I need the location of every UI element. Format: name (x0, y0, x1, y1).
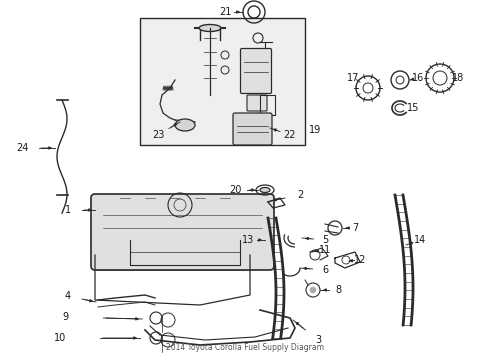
Text: 9: 9 (62, 312, 68, 322)
Text: 13: 13 (242, 235, 254, 245)
Text: 1: 1 (65, 205, 71, 215)
FancyBboxPatch shape (246, 95, 266, 111)
Text: 2014 Toyota Corolla Fuel Supply Diagram: 2014 Toyota Corolla Fuel Supply Diagram (165, 343, 323, 352)
Text: 20: 20 (228, 185, 241, 195)
Text: 3: 3 (314, 335, 321, 345)
Text: 18: 18 (451, 73, 463, 83)
Text: 10: 10 (54, 333, 66, 343)
Bar (140, 18, 305, 145)
FancyBboxPatch shape (91, 194, 273, 270)
Text: 16: 16 (411, 73, 423, 83)
Text: 17: 17 (346, 73, 359, 83)
Text: 22: 22 (283, 130, 296, 140)
Text: 15: 15 (406, 103, 418, 113)
Ellipse shape (260, 188, 269, 193)
Text: 7: 7 (351, 223, 357, 233)
Ellipse shape (199, 24, 221, 31)
Text: 5: 5 (321, 235, 327, 245)
Text: 24: 24 (16, 143, 28, 153)
Text: 8: 8 (334, 285, 340, 295)
Text: 14: 14 (413, 235, 425, 245)
FancyBboxPatch shape (232, 113, 271, 145)
Circle shape (309, 287, 315, 293)
Text: 11: 11 (318, 245, 330, 255)
Ellipse shape (175, 119, 195, 131)
Text: 2: 2 (296, 190, 303, 200)
FancyBboxPatch shape (240, 49, 271, 94)
Text: 6: 6 (321, 265, 327, 275)
Text: 23: 23 (151, 130, 164, 140)
Text: 12: 12 (353, 255, 366, 265)
Text: 4: 4 (65, 291, 71, 301)
Text: 19: 19 (308, 125, 321, 135)
Text: 21: 21 (218, 7, 231, 17)
